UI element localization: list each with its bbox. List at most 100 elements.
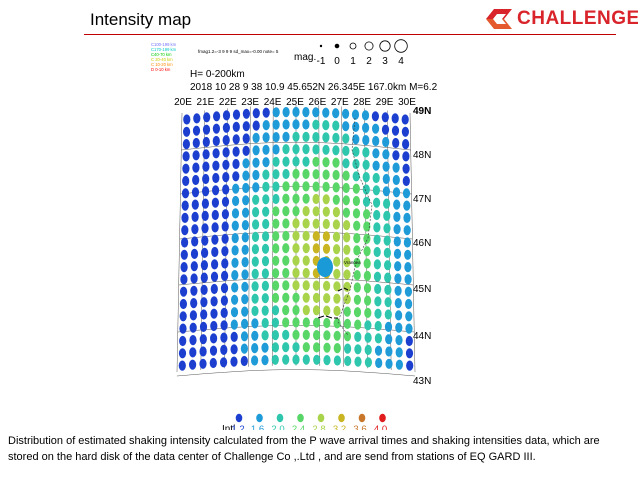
intensity-dot bbox=[373, 197, 381, 208]
intensity-dot bbox=[222, 122, 230, 133]
intensity-dot bbox=[240, 343, 248, 354]
intensity-dot bbox=[282, 243, 290, 254]
intensity-dot bbox=[231, 208, 240, 219]
intensity-dot bbox=[374, 283, 382, 295]
longitude-labels: 20E 21E 22E 23E 24E 25E 26E 27E 28E 29E 30E bbox=[174, 97, 416, 108]
parallel-line bbox=[181, 141, 411, 151]
intensity-dot bbox=[302, 354, 310, 365]
intensity-dot bbox=[322, 169, 330, 180]
intensity-dot bbox=[199, 321, 208, 332]
intensity-dot bbox=[402, 151, 410, 162]
intensity-dot bbox=[343, 331, 352, 342]
intensity-dot bbox=[332, 231, 341, 242]
intensity-dot bbox=[343, 318, 351, 329]
lat-label: 46N bbox=[413, 238, 431, 249]
intensity-dot bbox=[282, 156, 290, 167]
intensity-dot bbox=[332, 207, 340, 218]
intensity-dot bbox=[251, 330, 259, 341]
event-line: 2018 10 28 9 38 10.9 45.652N 26.345E 167… bbox=[190, 82, 438, 93]
intensity-dot bbox=[352, 134, 360, 145]
intensity-dot bbox=[183, 114, 191, 125]
intensity-dot bbox=[343, 306, 351, 317]
intensity-dot bbox=[322, 206, 330, 217]
intensity-value: 1.6 bbox=[251, 424, 264, 430]
intensity-dot bbox=[232, 134, 240, 145]
intensity-dot bbox=[353, 233, 361, 244]
intensity-dot bbox=[252, 207, 260, 218]
intensity-dot bbox=[382, 136, 390, 148]
intensity-dot bbox=[282, 107, 290, 118]
intensity-dot bbox=[292, 255, 300, 266]
intensity-dot bbox=[252, 145, 260, 156]
intensity-dot bbox=[261, 317, 269, 329]
intensity-dot bbox=[353, 220, 361, 231]
intensity-dot bbox=[312, 181, 320, 192]
intensity-dot bbox=[242, 207, 250, 218]
intensity-dot bbox=[322, 132, 330, 143]
intensity-dot bbox=[363, 221, 371, 232]
intensity-dot bbox=[282, 267, 290, 279]
intensity-dot bbox=[312, 218, 320, 229]
intensity-dot bbox=[343, 269, 351, 280]
intensity-dot bbox=[391, 125, 400, 136]
intensity-dot bbox=[231, 282, 239, 293]
intensity-dot bbox=[403, 237, 411, 248]
intensity-dot bbox=[382, 149, 390, 160]
intensity-dot bbox=[200, 297, 208, 308]
intensity-dot bbox=[322, 157, 330, 168]
intensity-dot bbox=[262, 181, 270, 192]
intensity-dot bbox=[272, 206, 280, 217]
intensity-dot bbox=[312, 243, 320, 254]
intensity-dot bbox=[221, 270, 229, 281]
intensity-dot bbox=[178, 360, 186, 371]
intensity-dot bbox=[312, 280, 320, 291]
lon-label: 28E bbox=[353, 97, 371, 108]
intensity-dot bbox=[302, 342, 310, 353]
intensity-dot bbox=[189, 347, 197, 358]
border-line bbox=[337, 117, 373, 336]
intensity-value: 2.8 bbox=[312, 424, 325, 430]
intensity-dot bbox=[342, 108, 350, 119]
intensity-dot bbox=[282, 292, 290, 303]
intensity-dot bbox=[242, 182, 250, 194]
intensity-dot bbox=[271, 330, 279, 341]
intensity-dot bbox=[221, 209, 229, 220]
intensity-dot bbox=[372, 148, 380, 159]
intensity-dot bbox=[292, 230, 300, 241]
intensity-dot bbox=[383, 235, 391, 246]
intensity-dot bbox=[404, 249, 412, 260]
intensity-dot bbox=[302, 305, 310, 316]
intensity-dot bbox=[384, 321, 393, 332]
company-logo: CHALLENGE bbox=[484, 6, 638, 32]
epicenter-marker bbox=[317, 257, 333, 277]
intensity-dot bbox=[312, 156, 320, 167]
intensity-dot bbox=[312, 292, 321, 303]
intensity-dot bbox=[342, 121, 350, 132]
intensity-dot bbox=[302, 107, 310, 118]
intensity-dot bbox=[363, 246, 371, 257]
intensity-dot bbox=[332, 194, 340, 205]
intensity-dot bbox=[384, 272, 392, 283]
intensity-dot bbox=[404, 286, 412, 297]
intensity-dot bbox=[272, 169, 280, 180]
intensity-dot bbox=[322, 218, 330, 230]
lat-label: 45N bbox=[413, 284, 431, 295]
station-icon bbox=[337, 287, 349, 292]
depth-legend-line: C100-199 km bbox=[151, 42, 177, 47]
intensity-dot bbox=[202, 124, 211, 135]
station-label: Vrancea bbox=[344, 260, 361, 265]
intensity-dot bbox=[302, 131, 310, 142]
intensity-dot bbox=[333, 343, 341, 354]
intensity-dot bbox=[211, 234, 219, 245]
intensity-dot bbox=[405, 298, 413, 310]
intensity-dot bbox=[292, 305, 300, 316]
intensity-dot bbox=[220, 295, 228, 306]
intensity-dot bbox=[191, 199, 199, 210]
intensity-swatch bbox=[235, 413, 243, 423]
intensity-dot bbox=[199, 358, 207, 369]
intensity-dot bbox=[292, 119, 300, 130]
intensity-dot bbox=[262, 206, 270, 217]
intensity-dot bbox=[220, 320, 228, 331]
intensity-dot bbox=[231, 270, 239, 281]
intensity-dot bbox=[332, 219, 340, 230]
